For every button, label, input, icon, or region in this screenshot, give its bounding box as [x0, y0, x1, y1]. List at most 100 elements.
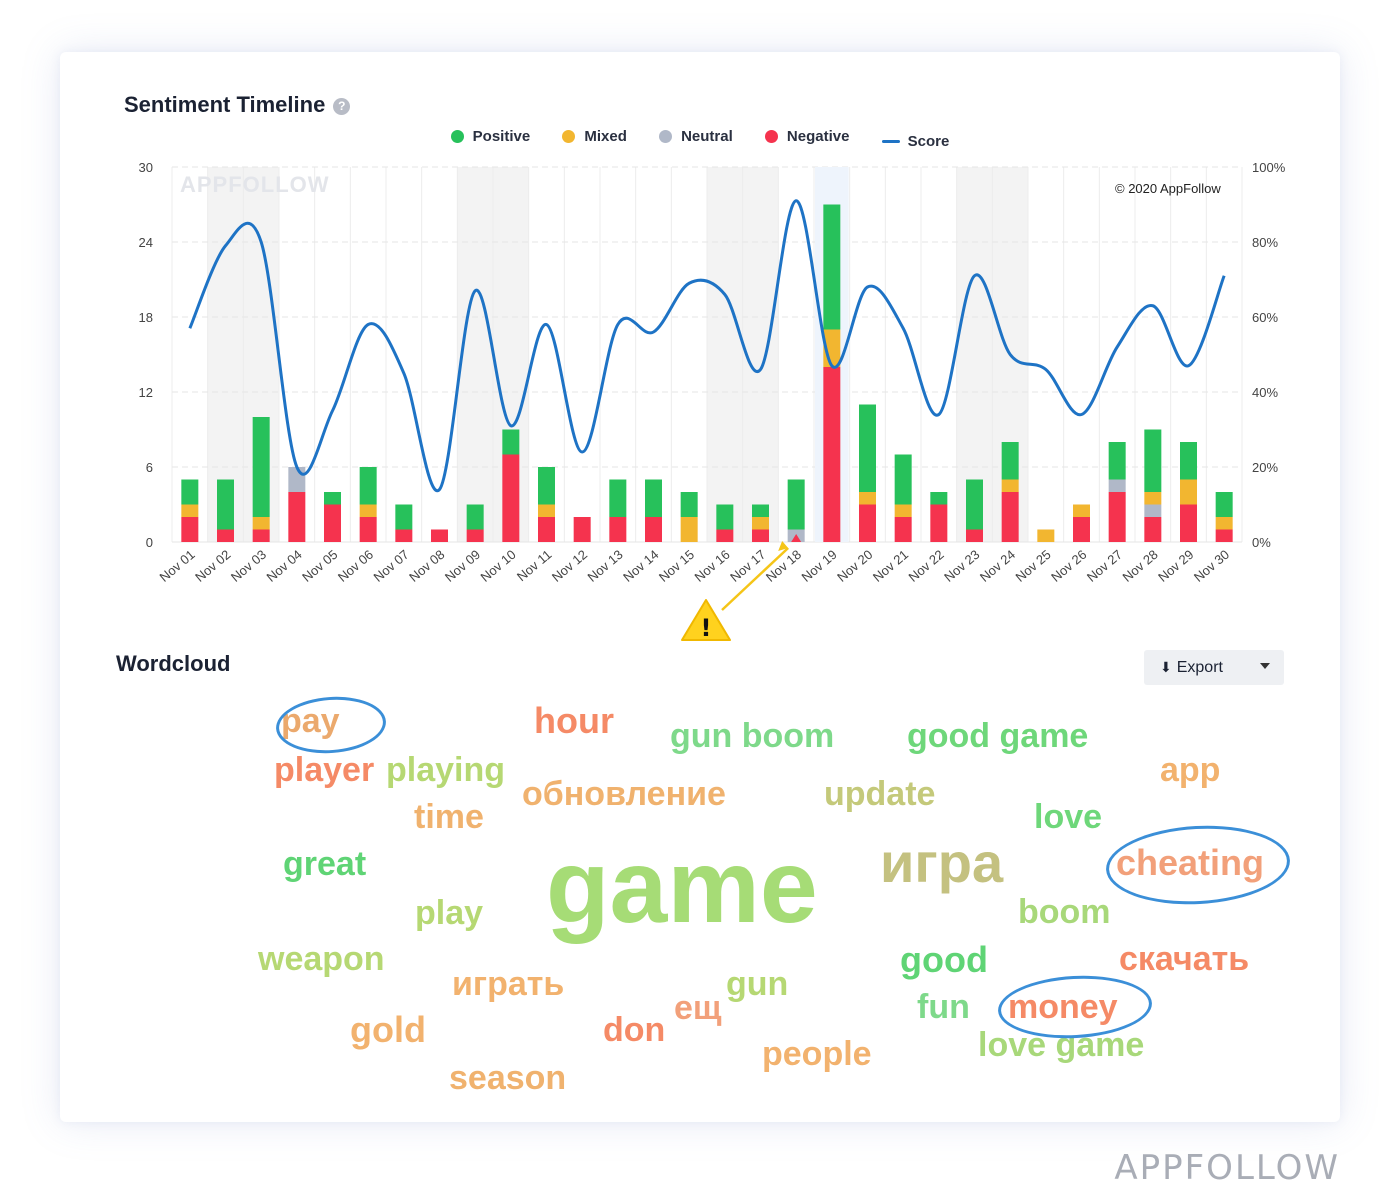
x-tick-label: Nov 20	[834, 547, 875, 585]
y-tick-label: 18	[139, 310, 153, 325]
x-tick-label: Nov 06	[335, 547, 376, 585]
negative-dot-icon	[764, 130, 778, 143]
legend-negative[interactable]: Negative	[764, 128, 849, 145]
x-tick-label: Nov 02	[192, 547, 233, 585]
bar-negative	[1108, 492, 1126, 542]
bar-negative	[1073, 517, 1090, 542]
bar-negative	[1215, 529, 1233, 542]
x-tick-label: Nov 03	[228, 547, 269, 585]
bar-positive	[324, 492, 341, 505]
bar-positive	[217, 479, 234, 530]
wordcloud-word[interactable]: boom	[1018, 893, 1111, 931]
wordcloud-word[interactable]: season	[449, 1059, 567, 1097]
y2-tick-label: 60%	[1252, 310, 1278, 325]
y2-tick-label: 40%	[1252, 385, 1278, 400]
x-tick-label: Nov 23	[941, 547, 982, 585]
x-tick-label: Nov 22	[906, 547, 947, 585]
score-line	[188, 199, 1226, 493]
bar-positive	[1001, 442, 1019, 480]
wordcloud-word[interactable]: love	[1034, 798, 1103, 836]
legend-label: Neutral	[681, 128, 733, 145]
bar-negative	[573, 517, 591, 542]
wordcloud-word[interactable]: update	[824, 775, 936, 813]
export-button[interactable]: ⬇ Export	[1144, 650, 1284, 685]
bar-positive	[966, 479, 983, 530]
wordcloud-word[interactable]: good	[900, 939, 988, 980]
wordcloud-word[interactable]: играть	[452, 965, 565, 1003]
legend-mixed[interactable]: Mixed	[562, 128, 627, 145]
wordcloud-word[interactable]: ещ	[674, 989, 722, 1027]
annotation-arrow	[721, 547, 790, 611]
wordcloud-word[interactable]: great	[283, 845, 367, 883]
positive-dot-icon	[450, 130, 464, 143]
wordcloud-word[interactable]: gun	[726, 965, 789, 1003]
wordcloud-word[interactable]: time	[414, 798, 484, 836]
wordcloud-word[interactable]: don	[603, 1011, 666, 1049]
footer-brand: APPFOLLOW	[1114, 1148, 1340, 1188]
y-tick-label: 24	[139, 235, 153, 250]
wordcloud-word[interactable]: people	[762, 1035, 872, 1073]
bar-positive	[859, 404, 876, 492]
bar-positive	[252, 417, 270, 517]
y-tick-label: 12	[139, 385, 153, 400]
bar-negative	[966, 529, 983, 542]
question-circle-icon[interactable]: ?	[333, 97, 351, 115]
bar-negative	[359, 517, 377, 542]
bar-mixed	[181, 504, 199, 517]
wordcloud-word[interactable]: game	[546, 829, 818, 945]
bar-negative	[395, 529, 413, 542]
x-tick-label: Nov 08	[406, 547, 447, 585]
x-tick-label: Nov 13	[585, 547, 626, 585]
warning-exclamation: !	[701, 614, 712, 642]
wordcloud-word[interactable]: love game	[978, 1026, 1145, 1064]
sentiment-title-text: Sentiment Timeline	[124, 92, 326, 117]
x-tick-label: Nov 16	[692, 547, 733, 585]
bar-negative	[252, 529, 270, 542]
bar-mixed	[1073, 504, 1090, 517]
bar-negative	[217, 529, 234, 542]
wordcloud-word[interactable]: weapon	[258, 940, 385, 978]
x-tick-label: Nov 09	[442, 547, 483, 585]
wordcloud-word[interactable]: hour	[534, 700, 614, 741]
wordcloud-word[interactable]: pay	[281, 702, 340, 740]
bar-positive	[502, 429, 520, 455]
x-tick-label: Nov 24	[977, 547, 1018, 585]
bar-positive	[823, 204, 841, 330]
x-tick-label: Nov 29	[1155, 547, 1196, 585]
wordcloud-word[interactable]: gold	[350, 1009, 426, 1050]
y2-tick-label: 20%	[1252, 460, 1278, 475]
wordcloud-word[interactable]: gun boom	[670, 717, 835, 755]
x-tick-label: Nov 15	[656, 547, 697, 585]
x-tick-label: Nov 21	[870, 547, 911, 585]
legend-positive[interactable]: Positive	[450, 128, 530, 145]
x-tick-label: Nov 30	[1191, 547, 1232, 585]
bar-mixed	[359, 504, 377, 517]
x-tick-label: Nov 05	[299, 547, 340, 585]
y-tick-label: 30	[139, 160, 153, 175]
wordcloud-word[interactable]: скачать	[1119, 940, 1250, 978]
x-tick-label: Nov 04	[264, 547, 305, 585]
wordcloud-word[interactable]: cheating	[1116, 842, 1265, 883]
x-tick-label: Nov 12	[549, 547, 590, 585]
wordcloud-word[interactable]: money	[1008, 988, 1118, 1026]
wordcloud-word[interactable]: игра	[880, 831, 1004, 894]
legend-neutral[interactable]: Neutral	[659, 128, 733, 145]
caret-down-icon[interactable]	[1260, 663, 1270, 669]
bar-positive	[752, 504, 769, 517]
wordcloud-word[interactable]: fun	[917, 988, 970, 1026]
wordcloud-word[interactable]: good game	[907, 717, 1089, 755]
bar-positive	[930, 492, 948, 505]
wordcloud-word[interactable]: playing	[386, 751, 506, 789]
legend-score[interactable]: Score	[881, 133, 949, 150]
bar-negative	[538, 517, 555, 542]
wordcloud-word[interactable]: player	[274, 751, 375, 789]
wordcloud-word[interactable]: play	[415, 894, 484, 932]
bar-mixed	[1144, 492, 1162, 505]
bar-negative	[859, 504, 876, 542]
bar-positive	[645, 479, 662, 517]
wordcloud-word[interactable]: app	[1160, 751, 1221, 789]
x-tick-label: Nov 11	[514, 547, 554, 584]
wordcloud-word[interactable]: обновление	[522, 775, 726, 813]
bar-negative	[609, 517, 627, 542]
